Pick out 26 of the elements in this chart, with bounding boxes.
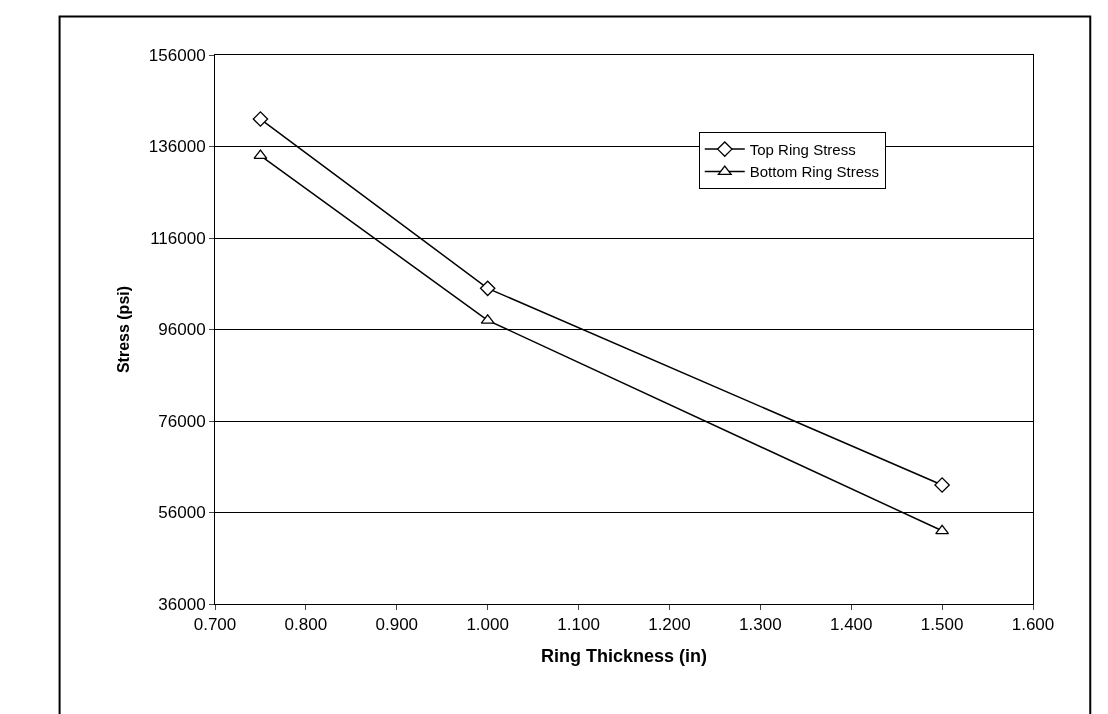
point bbox=[934, 477, 950, 493]
x-tick-label: 0.900 bbox=[375, 615, 419, 635]
y-tick-label: 96000 bbox=[158, 320, 206, 340]
x-tick-label: 0.800 bbox=[284, 615, 328, 635]
x-tick-label: 1.400 bbox=[829, 615, 873, 635]
legend-label: Top Ring Stress bbox=[749, 140, 856, 158]
legend-label: Bottom Ring Stress bbox=[749, 163, 879, 181]
point bbox=[479, 280, 496, 297]
y-tick-label: 56000 bbox=[158, 503, 206, 523]
y-axis-title: Stress (psi) bbox=[114, 285, 132, 374]
x-tick-label: 1.100 bbox=[557, 615, 600, 635]
x-tick-label: 1.500 bbox=[920, 615, 964, 635]
x-tick-label: 0.700 bbox=[193, 615, 237, 635]
point bbox=[935, 524, 950, 535]
x-tick-label: 1.300 bbox=[739, 615, 782, 635]
x-tick-label: 1.200 bbox=[648, 615, 691, 635]
point bbox=[253, 149, 268, 160]
y-tick-label: 36000 bbox=[158, 594, 206, 614]
x-tick-label: 1.600 bbox=[1011, 615, 1055, 635]
y-tick-label: 156000 bbox=[148, 45, 206, 65]
y-tick-label: 116000 bbox=[150, 228, 206, 248]
x-axis-title: Ring Thickness (in) bbox=[540, 645, 708, 666]
x-tick-label: 1.000 bbox=[466, 615, 509, 635]
y-tick-label: 136000 bbox=[148, 137, 206, 157]
y-tick-label: 76000 bbox=[158, 411, 206, 431]
point bbox=[252, 111, 269, 127]
